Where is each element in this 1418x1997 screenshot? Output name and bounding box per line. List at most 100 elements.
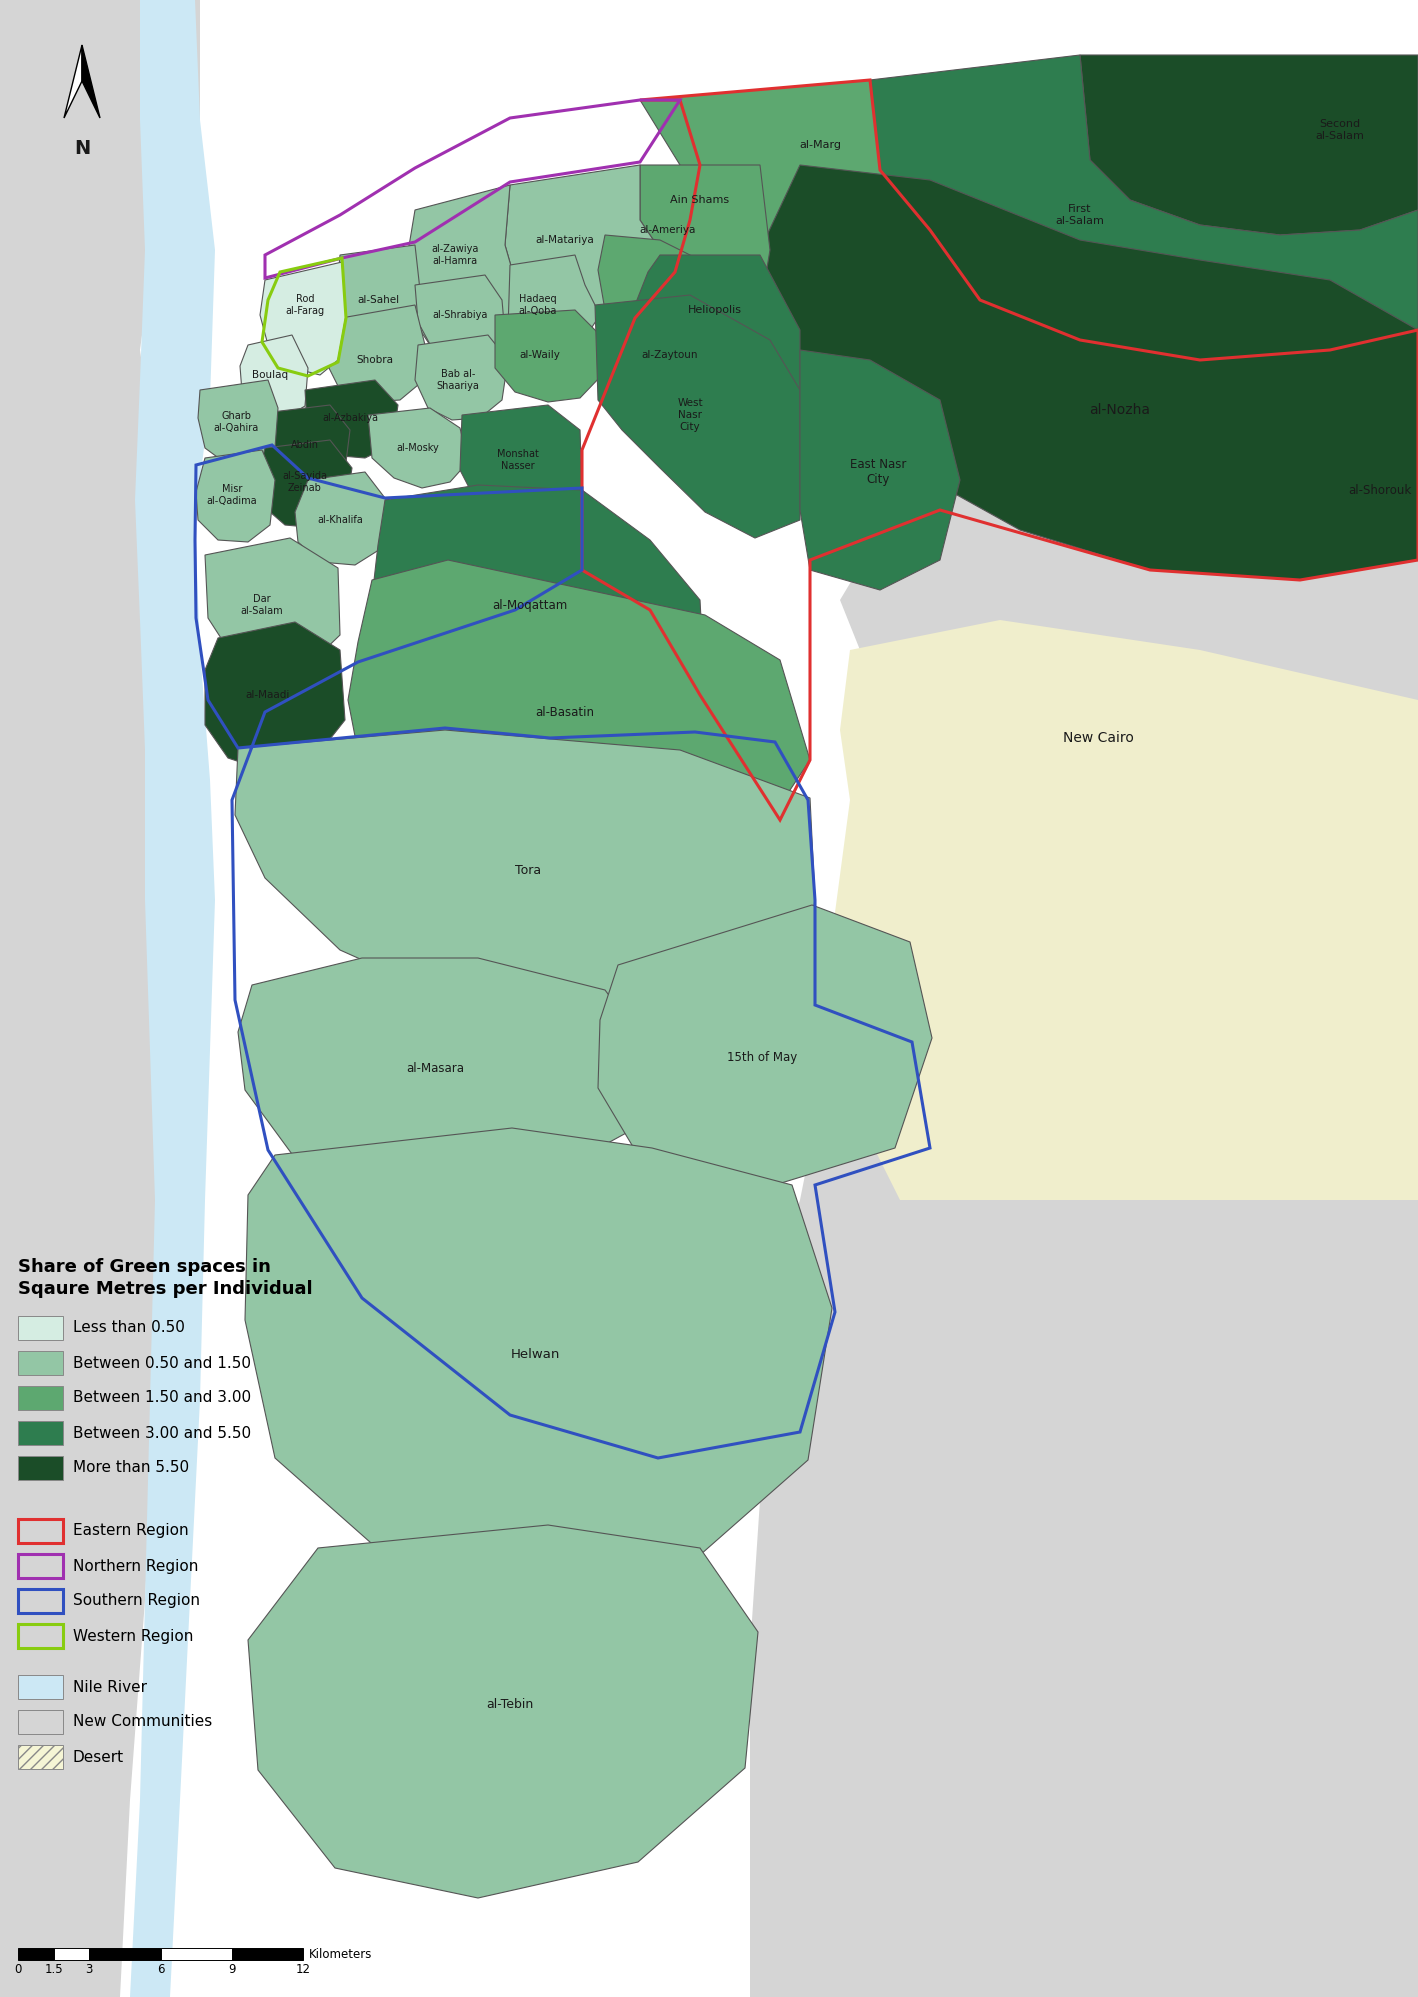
- Bar: [18, 1709, 62, 1733]
- Text: al-Matariya: al-Matariya: [536, 236, 594, 246]
- Polygon shape: [760, 166, 1418, 579]
- Text: Desert: Desert: [72, 1749, 125, 1765]
- Polygon shape: [248, 1526, 759, 1897]
- Polygon shape: [130, 0, 216, 1997]
- Polygon shape: [406, 186, 515, 359]
- Polygon shape: [415, 335, 508, 419]
- Text: Eastern Region: Eastern Region: [72, 1524, 189, 1538]
- Text: More than 5.50: More than 5.50: [72, 1460, 189, 1476]
- Bar: [18, 1947, 54, 1959]
- Text: 12: 12: [295, 1963, 311, 1975]
- Text: Boulaq: Boulaq: [252, 369, 288, 379]
- Bar: [54, 1947, 89, 1959]
- Text: Helwan: Helwan: [510, 1348, 560, 1362]
- Polygon shape: [240, 335, 308, 417]
- Polygon shape: [235, 731, 815, 1030]
- Bar: [18, 1422, 62, 1446]
- Text: New Communities: New Communities: [72, 1715, 213, 1729]
- Text: Between 3.00 and 5.50: Between 3.00 and 5.50: [72, 1426, 251, 1440]
- Text: al-Ameriya: al-Ameriya: [640, 226, 696, 236]
- Text: Tora: Tora: [515, 863, 542, 877]
- Text: Northern Region: Northern Region: [72, 1558, 199, 1574]
- Text: Share of Green spaces in: Share of Green spaces in: [18, 1258, 271, 1276]
- Polygon shape: [295, 471, 389, 565]
- Polygon shape: [372, 485, 705, 735]
- Polygon shape: [415, 276, 505, 359]
- Polygon shape: [598, 905, 932, 1188]
- Bar: [160, 1947, 231, 1959]
- Polygon shape: [0, 0, 200, 1997]
- Text: al-Zawiya
al-Hamra: al-Zawiya al-Hamra: [431, 244, 479, 266]
- Text: al-Shorouk: al-Shorouk: [1349, 483, 1412, 497]
- Text: al-Zaytoun: al-Zaytoun: [642, 349, 698, 359]
- Text: Nile River: Nile River: [72, 1679, 147, 1695]
- Polygon shape: [325, 306, 425, 401]
- Polygon shape: [459, 405, 581, 521]
- Polygon shape: [258, 439, 352, 527]
- Text: al-Moqattam: al-Moqattam: [492, 599, 567, 611]
- Text: Monshat
Nasser: Monshat Nasser: [498, 449, 539, 471]
- Text: Western Region: Western Region: [72, 1628, 193, 1644]
- Text: al-Marg: al-Marg: [798, 140, 841, 150]
- Text: N: N: [74, 138, 91, 158]
- Polygon shape: [598, 236, 800, 445]
- Text: East Nasr
City: East Nasr City: [849, 457, 906, 485]
- Bar: [18, 1316, 62, 1340]
- Text: Abdin: Abdin: [291, 439, 319, 449]
- Text: 0: 0: [14, 1963, 21, 1975]
- Polygon shape: [495, 310, 603, 401]
- Text: 1.5: 1.5: [44, 1963, 62, 1975]
- Polygon shape: [1081, 56, 1418, 236]
- Text: Less than 0.50: Less than 0.50: [72, 1320, 184, 1336]
- Text: Between 0.50 and 1.50: Between 0.50 and 1.50: [72, 1356, 251, 1370]
- Polygon shape: [335, 246, 420, 361]
- Polygon shape: [305, 379, 398, 457]
- Polygon shape: [259, 262, 346, 375]
- Polygon shape: [196, 449, 275, 541]
- Text: Heliopolis: Heliopolis: [688, 306, 742, 316]
- Text: Gharb
al-Qahira: Gharb al-Qahira: [213, 411, 258, 433]
- Polygon shape: [206, 537, 340, 671]
- Polygon shape: [596, 296, 800, 537]
- Text: al-Shrabiya: al-Shrabiya: [432, 310, 488, 320]
- Bar: [18, 1590, 62, 1614]
- Bar: [18, 1624, 62, 1648]
- Text: al-Nozha: al-Nozha: [1089, 403, 1150, 417]
- Polygon shape: [238, 959, 649, 1192]
- Text: Ain Shams: Ain Shams: [671, 196, 730, 206]
- Bar: [231, 1947, 303, 1959]
- Text: Rod
al-Farag: Rod al-Farag: [285, 294, 325, 316]
- Text: al-Basatin: al-Basatin: [536, 705, 594, 719]
- Polygon shape: [245, 1128, 832, 1588]
- Text: 6: 6: [157, 1963, 164, 1975]
- Text: al-Waily: al-Waily: [519, 349, 560, 359]
- Bar: [89, 1947, 160, 1959]
- Polygon shape: [64, 46, 82, 118]
- Text: West
Nasr
City: West Nasr City: [678, 397, 703, 431]
- Polygon shape: [369, 407, 468, 487]
- Text: al-Masara: al-Masara: [406, 1062, 464, 1074]
- Polygon shape: [830, 619, 1418, 1200]
- Polygon shape: [82, 46, 101, 118]
- Text: Sqaure Metres per Individual: Sqaure Metres per Individual: [18, 1280, 312, 1298]
- Bar: [18, 1675, 62, 1699]
- Polygon shape: [640, 80, 1081, 379]
- Text: New Cairo: New Cairo: [1062, 731, 1133, 745]
- Text: 15th of May: 15th of May: [727, 1052, 797, 1064]
- Polygon shape: [750, 0, 1418, 1997]
- Text: Kilometers: Kilometers: [309, 1947, 373, 1961]
- Text: al-Maadi: al-Maadi: [245, 691, 291, 701]
- Text: Between 1.50 and 3.00: Between 1.50 and 3.00: [72, 1390, 251, 1406]
- Text: al-Azbakiya: al-Azbakiya: [322, 413, 379, 423]
- Text: Shobra: Shobra: [356, 355, 394, 365]
- Text: al-Sahel: al-Sahel: [357, 296, 398, 306]
- Polygon shape: [265, 405, 350, 481]
- Text: al-Sayida
Zeinab: al-Sayida Zeinab: [282, 471, 328, 493]
- Bar: [18, 1456, 62, 1480]
- Polygon shape: [199, 379, 278, 465]
- Text: Bab al-
Shaariya: Bab al- Shaariya: [437, 369, 479, 391]
- Polygon shape: [505, 166, 659, 320]
- Bar: [18, 1745, 62, 1769]
- Text: Hadaeq
al-Qoba: Hadaeq al-Qoba: [519, 294, 557, 316]
- Polygon shape: [206, 621, 345, 773]
